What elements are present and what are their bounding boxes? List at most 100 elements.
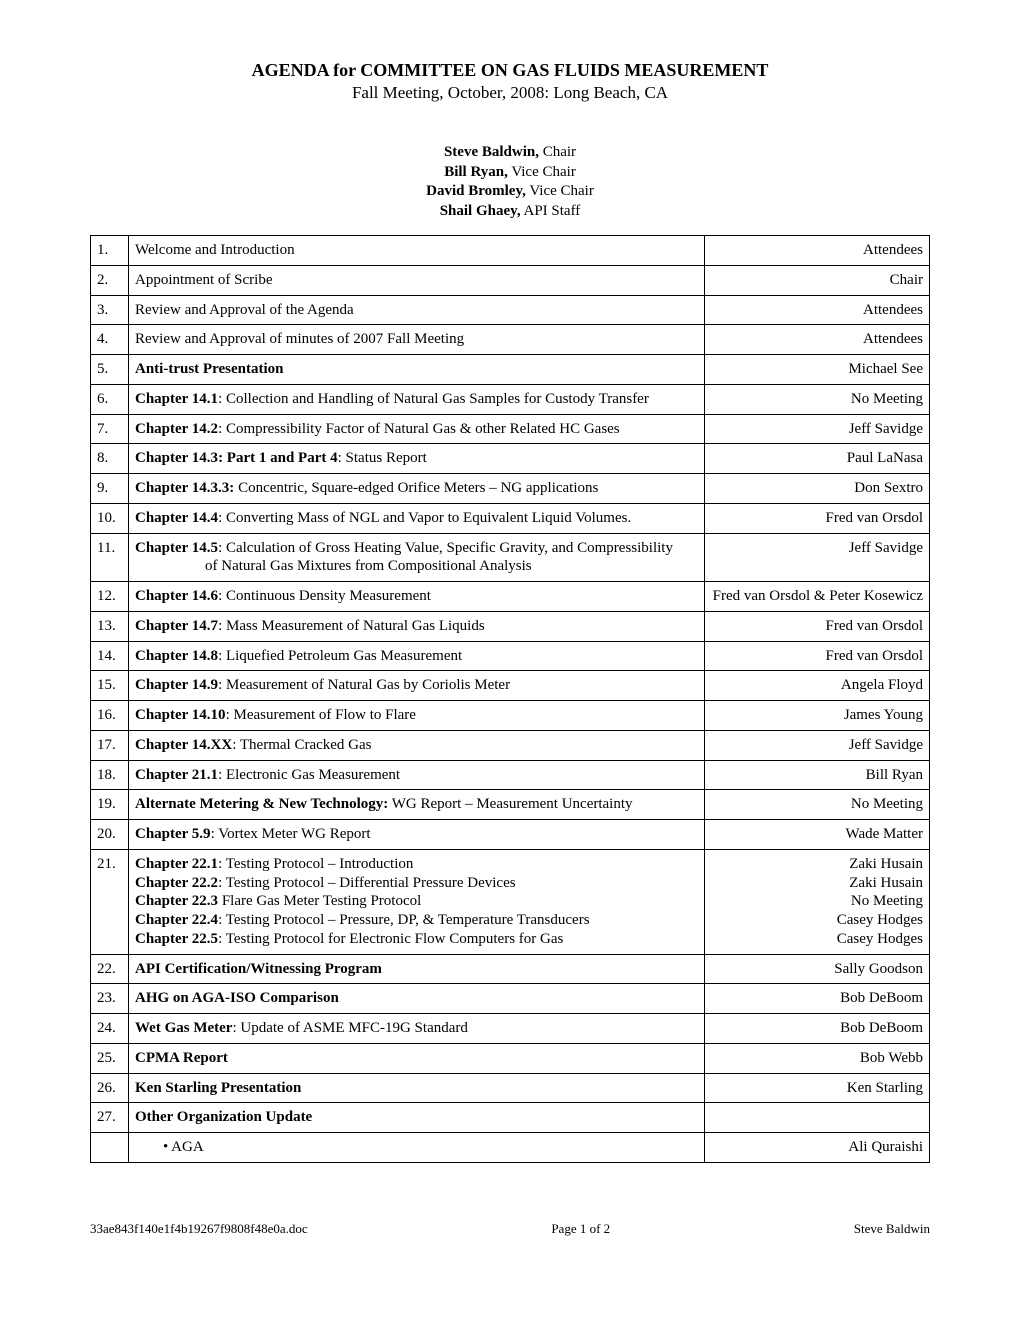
agenda-num: 26. — [91, 1073, 129, 1103]
agenda-num: 21. — [91, 849, 129, 954]
agenda-num: 18. — [91, 760, 129, 790]
agenda-desc: Chapter 21.1: Electronic Gas Measurement — [129, 760, 705, 790]
agenda-responsible: Attendees — [705, 295, 930, 325]
agenda-num: 11. — [91, 533, 129, 582]
table-row: 24.Wet Gas Meter: Update of ASME MFC-19G… — [91, 1014, 930, 1044]
agenda-num: 20. — [91, 820, 129, 850]
agenda-responsible: Bill Ryan — [705, 760, 930, 790]
agenda-desc: CPMA Report — [129, 1043, 705, 1073]
agenda-num: 4. — [91, 325, 129, 355]
agenda-num: 7. — [91, 414, 129, 444]
table-row: 2.Appointment of ScribeChair — [91, 265, 930, 295]
agenda-desc: Chapter 14.10: Measurement of Flow to Fl… — [129, 701, 705, 731]
agenda-desc: Review and Approval of minutes of 2007 F… — [129, 325, 705, 355]
table-row: 26.Ken Starling PresentationKen Starling — [91, 1073, 930, 1103]
agenda-responsible: Bob DeBoom — [705, 1014, 930, 1044]
agenda-responsible: No Meeting — [705, 384, 930, 414]
table-row: 18.Chapter 21.1: Electronic Gas Measurem… — [91, 760, 930, 790]
table-row: 3.Review and Approval of the AgendaAtten… — [91, 295, 930, 325]
agenda-desc: Chapter 14.9: Measurement of Natural Gas… — [129, 671, 705, 701]
agenda-responsible: Angela Floyd — [705, 671, 930, 701]
officers-block: Steve Baldwin, ChairBill Ryan, Vice Chai… — [90, 143, 930, 221]
table-row: 1.Welcome and IntroductionAttendees — [91, 236, 930, 266]
table-row: 20.Chapter 5.9: Vortex Meter WG ReportWa… — [91, 820, 930, 850]
agenda-desc: API Certification/Witnessing Program — [129, 954, 705, 984]
table-row: 10.Chapter 14.4: Converting Mass of NGL … — [91, 503, 930, 533]
agenda-num: 12. — [91, 582, 129, 612]
table-row: 19.Alternate Metering & New Technology: … — [91, 790, 930, 820]
agenda-desc: Chapter 14.6: Continuous Density Measure… — [129, 582, 705, 612]
table-row: 16.Chapter 14.10: Measurement of Flow to… — [91, 701, 930, 731]
agenda-responsible: Bob Webb — [705, 1043, 930, 1073]
agenda-num: 27. — [91, 1103, 129, 1133]
page-footer: 33ae843f140e1f4b19267f9808f48e0a.doc Pag… — [90, 1221, 930, 1237]
agenda-responsible: Zaki HusainZaki HusainNo MeetingCasey Ho… — [705, 849, 930, 954]
table-row: 21.Chapter 22.1: Testing Protocol – Intr… — [91, 849, 930, 954]
table-row: 11.Chapter 14.5: Calculation of Gross He… — [91, 533, 930, 582]
agenda-desc: Chapter 14.8: Liquefied Petroleum Gas Me… — [129, 641, 705, 671]
agenda-num: 9. — [91, 474, 129, 504]
agenda-responsible: Jeff Savidge — [705, 414, 930, 444]
table-row: 4.Review and Approval of minutes of 2007… — [91, 325, 930, 355]
agenda-num: 10. — [91, 503, 129, 533]
agenda-num: 22. — [91, 954, 129, 984]
agenda-desc: Chapter 14.7: Mass Measurement of Natura… — [129, 611, 705, 641]
table-row: 27.Other Organization Update — [91, 1103, 930, 1133]
agenda-desc: • AGA — [129, 1133, 705, 1163]
table-row: 8.Chapter 14.3: Part 1 and Part 4: Statu… — [91, 444, 930, 474]
agenda-num: 24. — [91, 1014, 129, 1044]
agenda-responsible: Jeff Savidge — [705, 533, 930, 582]
agenda-responsible: Michael See — [705, 355, 930, 385]
table-row: 25.CPMA ReportBob Webb — [91, 1043, 930, 1073]
table-row: 9.Chapter 14.3.3: Concentric, Square-edg… — [91, 474, 930, 504]
agenda-num: 6. — [91, 384, 129, 414]
agenda-desc: Wet Gas Meter: Update of ASME MFC-19G St… — [129, 1014, 705, 1044]
page-subtitle: Fall Meeting, October, 2008: Long Beach,… — [90, 83, 930, 103]
agenda-responsible: Ali Quraishi — [705, 1133, 930, 1163]
agenda-responsible: Paul LaNasa — [705, 444, 930, 474]
agenda-desc: Chapter 14.2: Compressibility Factor of … — [129, 414, 705, 444]
agenda-desc: Chapter 14.XX: Thermal Cracked Gas — [129, 730, 705, 760]
agenda-desc: Chapter 14.1: Collection and Handling of… — [129, 384, 705, 414]
agenda-desc: Appointment of Scribe — [129, 265, 705, 295]
agenda-responsible: No Meeting — [705, 790, 930, 820]
agenda-num — [91, 1133, 129, 1163]
page-title: AGENDA for COMMITTEE ON GAS FLUIDS MEASU… — [90, 60, 930, 81]
agenda-num: 23. — [91, 984, 129, 1014]
agenda-num: 13. — [91, 611, 129, 641]
agenda-num: 5. — [91, 355, 129, 385]
agenda-responsible: Bob DeBoom — [705, 984, 930, 1014]
agenda-desc: Welcome and Introduction — [129, 236, 705, 266]
agenda-num: 15. — [91, 671, 129, 701]
agenda-responsible: Attendees — [705, 325, 930, 355]
agenda-num: 2. — [91, 265, 129, 295]
agenda-responsible: Fred van Orsdol — [705, 503, 930, 533]
agenda-responsible: Wade Matter — [705, 820, 930, 850]
agenda-desc: AHG on AGA-ISO Comparison — [129, 984, 705, 1014]
table-row: 14.Chapter 14.8: Liquefied Petroleum Gas… — [91, 641, 930, 671]
table-row: 12.Chapter 14.6: Continuous Density Meas… — [91, 582, 930, 612]
agenda-num: 25. — [91, 1043, 129, 1073]
agenda-responsible — [705, 1103, 930, 1133]
table-row: 5.Anti-trust PresentationMichael See — [91, 355, 930, 385]
agenda-responsible: Ken Starling — [705, 1073, 930, 1103]
agenda-desc: Chapter 14.5: Calculation of Gross Heati… — [129, 533, 705, 582]
agenda-num: 19. — [91, 790, 129, 820]
agenda-num: 17. — [91, 730, 129, 760]
agenda-desc: Alternate Metering & New Technology: WG … — [129, 790, 705, 820]
agenda-responsible: James Young — [705, 701, 930, 731]
agenda-responsible: Jeff Savidge — [705, 730, 930, 760]
agenda-responsible: Fred van Orsdol & Peter Kosewicz — [705, 582, 930, 612]
agenda-desc: Chapter 22.1: Testing Protocol – Introdu… — [129, 849, 705, 954]
table-row: • AGAAli Quraishi — [91, 1133, 930, 1163]
agenda-num: 16. — [91, 701, 129, 731]
table-row: 17.Chapter 14.XX: Thermal Cracked GasJef… — [91, 730, 930, 760]
agenda-num: 3. — [91, 295, 129, 325]
agenda-desc: Chapter 14.3.3: Concentric, Square-edged… — [129, 474, 705, 504]
agenda-num: 1. — [91, 236, 129, 266]
agenda-responsible: Attendees — [705, 236, 930, 266]
table-row: 23.AHG on AGA-ISO ComparisonBob DeBoom — [91, 984, 930, 1014]
table-row: 7.Chapter 14.2: Compressibility Factor o… — [91, 414, 930, 444]
agenda-desc: Ken Starling Presentation — [129, 1073, 705, 1103]
agenda-responsible: Sally Goodson — [705, 954, 930, 984]
